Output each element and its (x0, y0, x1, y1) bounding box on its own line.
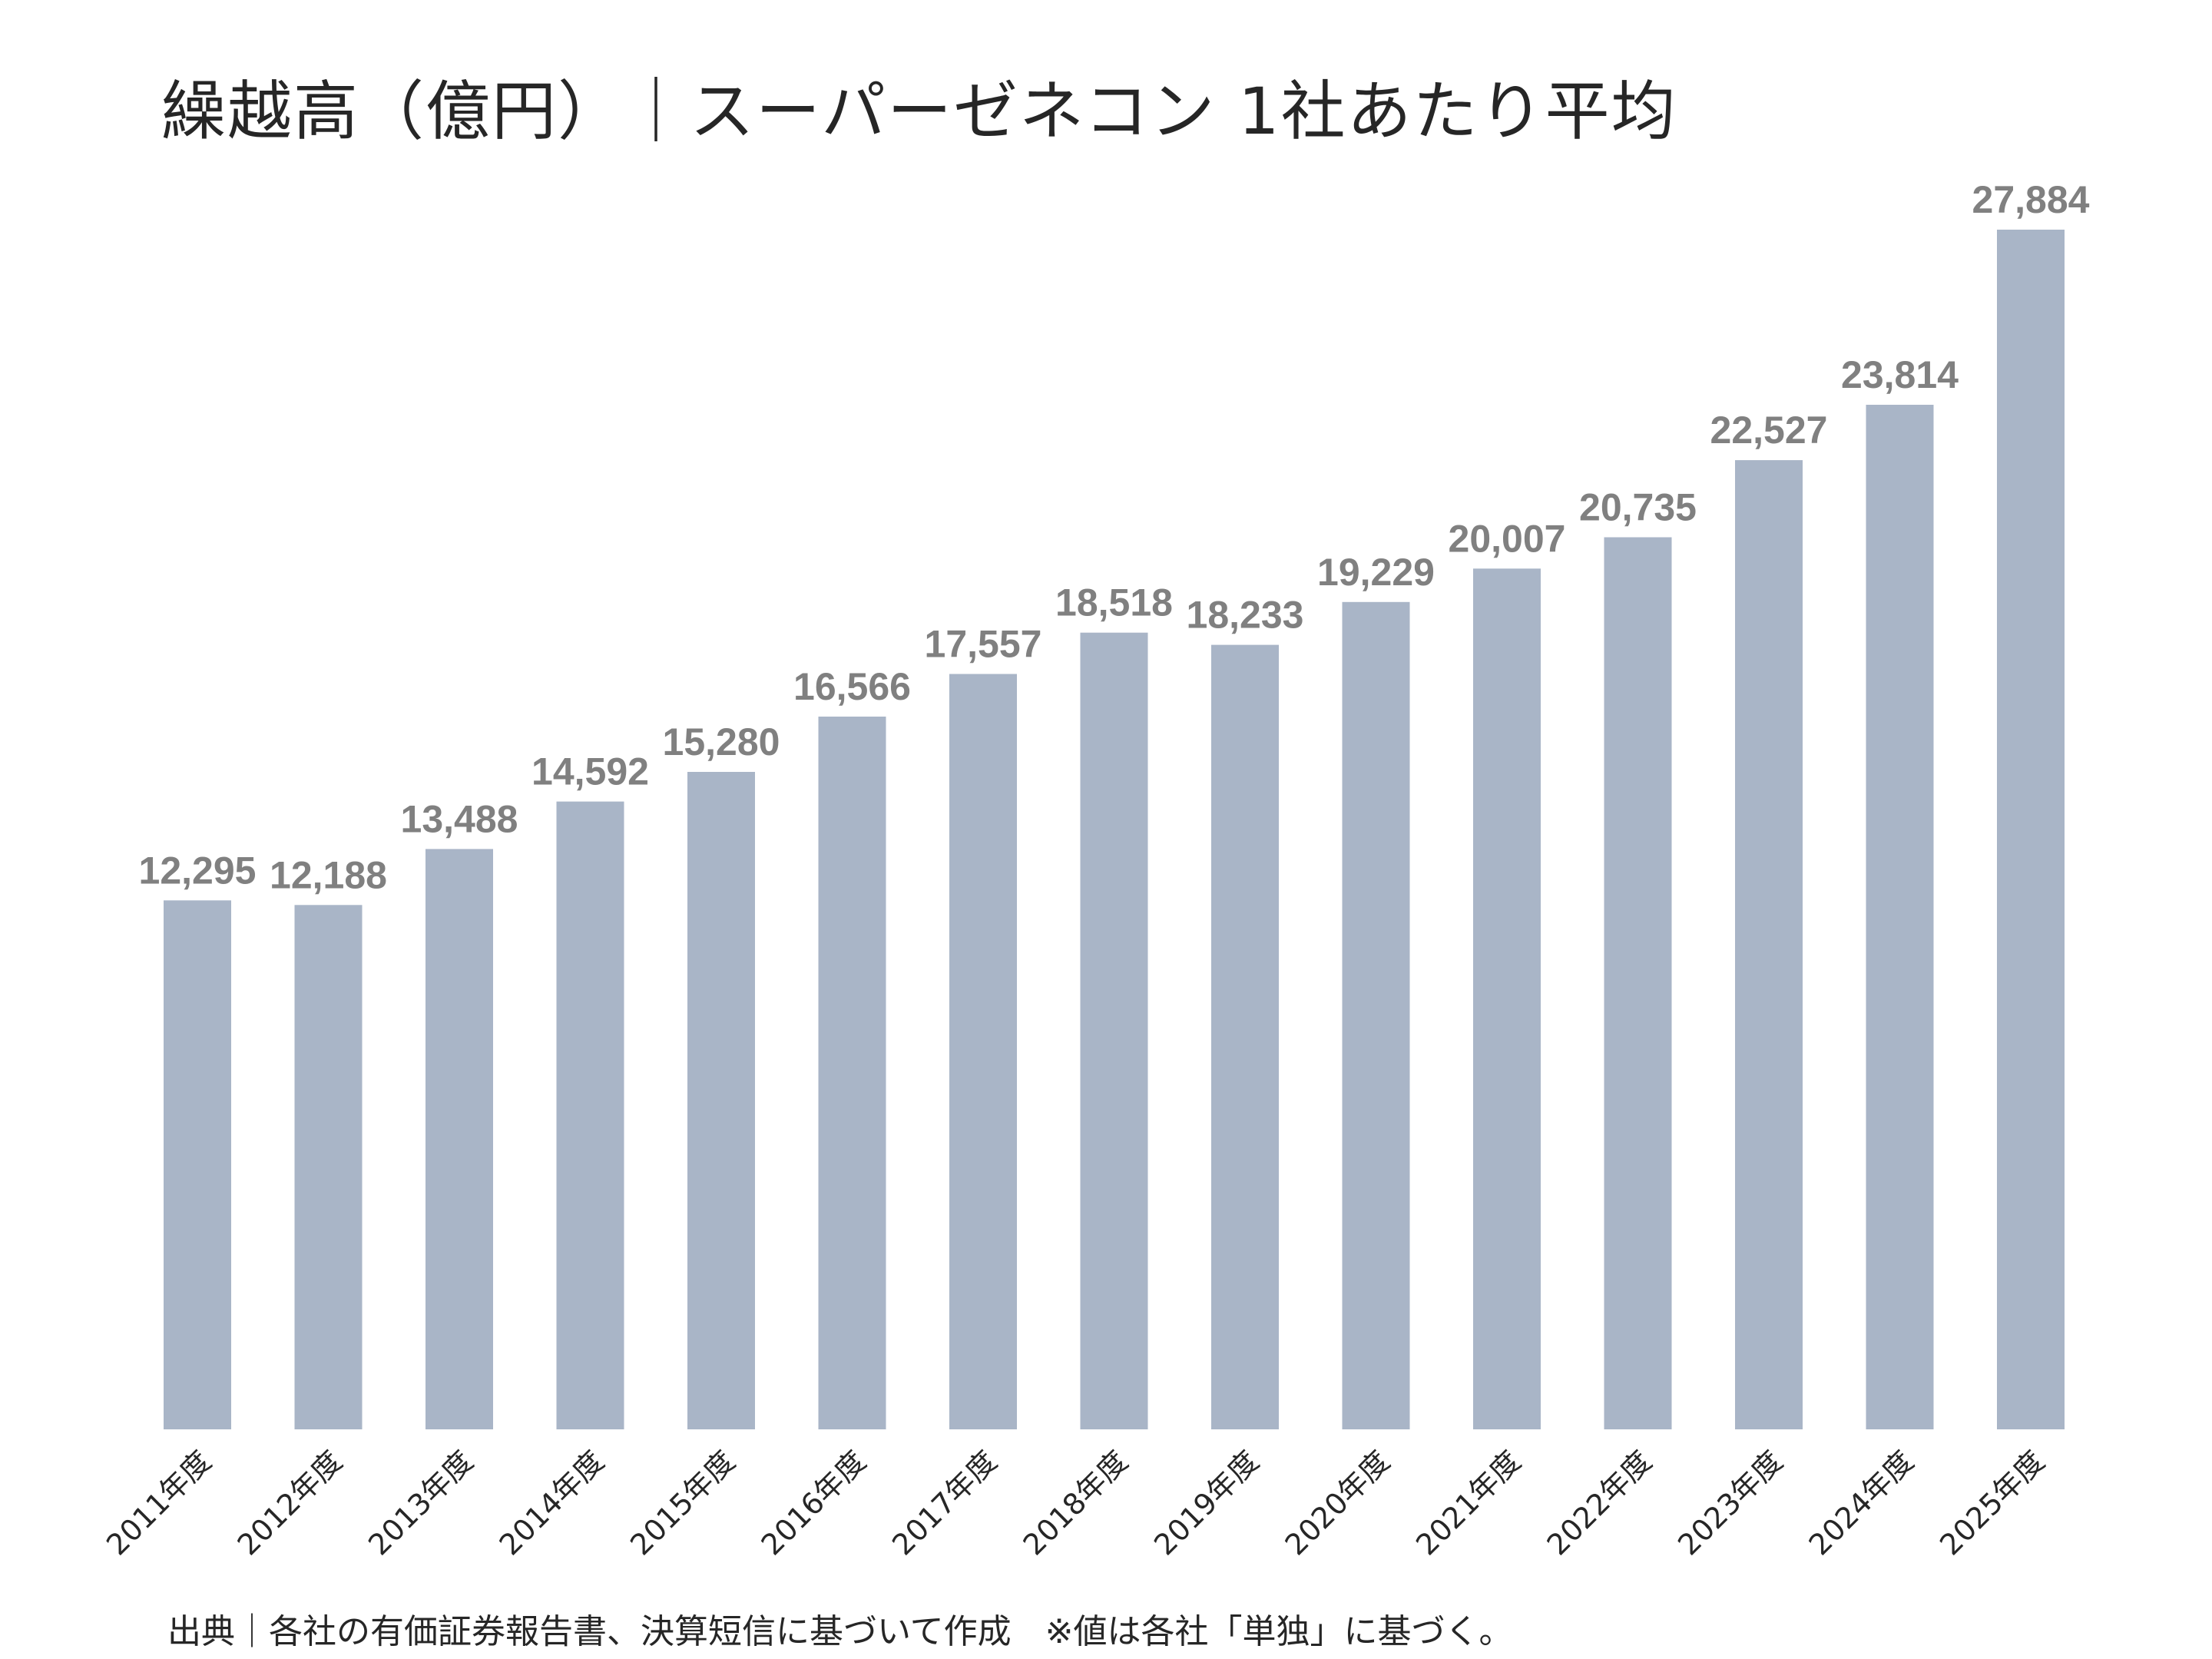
x-tick-2020年度: 2020年度 (1279, 1444, 1396, 1561)
value-label-2019年度: 18,233 (1187, 594, 1304, 637)
bars-group (164, 230, 2065, 1430)
value-label-2018年度: 18,518 (1055, 581, 1173, 624)
x-tick-2012年度: 2012年度 (231, 1444, 349, 1561)
bar-2013年度 (426, 849, 493, 1429)
value-label-2020年度: 19,229 (1317, 551, 1435, 594)
bar-2016年度 (818, 717, 886, 1429)
x-tick-2018年度: 2018年度 (1017, 1444, 1134, 1561)
bar-2015年度 (687, 772, 755, 1429)
x-tick-2024年度: 2024年度 (1803, 1444, 1920, 1561)
value-label-2013年度: 13,488 (401, 797, 518, 840)
x-tick-2015年度: 2015年度 (624, 1444, 741, 1561)
value-label-2015年度: 15,280 (663, 720, 780, 763)
x-tick-2019年度: 2019年度 (1147, 1444, 1265, 1561)
value-label-2021年度: 20,007 (1449, 517, 1566, 560)
x-tick-2021年度: 2021年度 (1409, 1444, 1527, 1561)
bar-2017年度 (949, 674, 1017, 1429)
x-tick-2025年度: 2025年度 (1933, 1444, 2051, 1561)
x-tick-2022年度: 2022年度 (1541, 1444, 1658, 1561)
value-label-2022年度: 20,735 (1579, 486, 1697, 529)
value-label-2024年度: 23,814 (1841, 353, 1959, 396)
bar-2023年度 (1735, 460, 1803, 1429)
bar-2020年度 (1342, 601, 1410, 1429)
bar-2012年度 (294, 905, 363, 1429)
value-label-2023年度: 22,527 (1710, 409, 1828, 452)
bar-2019年度 (1211, 644, 1279, 1429)
x-tick-2011年度: 2011年度 (100, 1444, 217, 1561)
x-tick-2014年度: 2014年度 (493, 1444, 611, 1561)
chart-title: 繰越高（億円）｜スーパーゼネコン 1社あたり平均 (161, 74, 1677, 149)
value-label-2012年度: 12,188 (270, 853, 387, 896)
bar-2024年度 (1866, 405, 1934, 1429)
x-tick-2023年度: 2023年度 (1671, 1444, 1789, 1561)
x-tick-labels-group: 2011年度 2012年度 2013年度 2014年度 2015年度 2016年度 2017… (100, 1444, 2051, 1561)
x-tick-2013年度: 2013年度 (362, 1444, 479, 1561)
value-label-2014年度: 14,592 (531, 750, 649, 793)
value-label-2011年度: 12,295 (139, 849, 257, 892)
value-labels-group: 12,295 12,188 13,488 14,592 15,280 16,566 17,5… (139, 178, 2090, 896)
bar-2014年度 (556, 801, 624, 1429)
bar-2025年度 (1997, 230, 2065, 1429)
bar-2018年度 (1080, 632, 1148, 1430)
x-tick-2017年度: 2017年度 (886, 1444, 1003, 1561)
value-label-2025年度: 27,884 (1972, 178, 2090, 221)
value-label-2016年度: 16,566 (793, 665, 911, 708)
value-label-2017年度: 17,557 (925, 623, 1042, 666)
bar-2011年度 (164, 900, 231, 1429)
bar-2021年度 (1473, 568, 1541, 1429)
x-tick-2016年度: 2016年度 (755, 1444, 873, 1561)
source-note: 出典｜各社の有価証券報告書、決算短信に基づいて作成 ※値は各社「単独」に基づく。 (167, 1612, 1513, 1651)
bar-2022年度 (1604, 537, 1672, 1429)
